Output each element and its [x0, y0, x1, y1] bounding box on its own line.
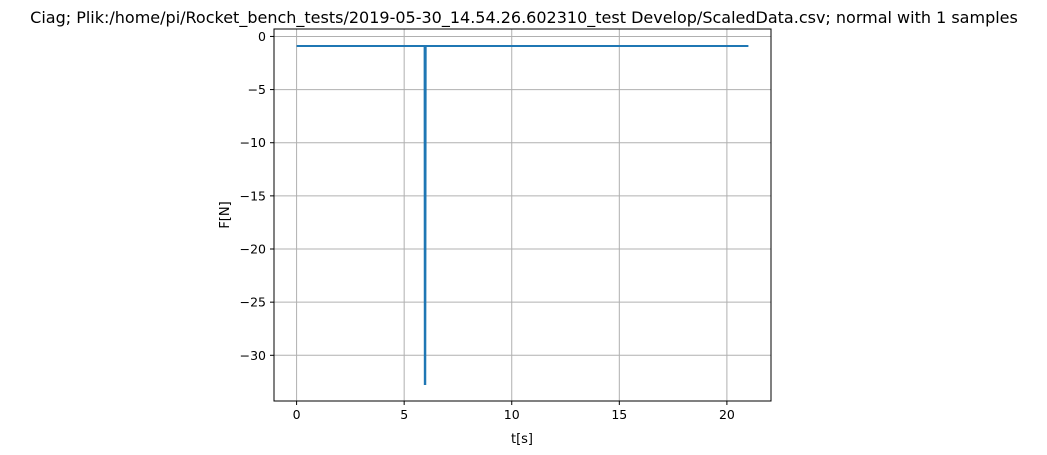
chart-title: Ciag; Plik:/home/pi/Rocket_bench_tests/2… — [30, 8, 1018, 28]
grid-lines — [274, 29, 771, 401]
axis-ticks: 0 5 10 15 20 0 −5 −10 −15 −20 −25 −30 — [240, 29, 735, 422]
x-tick-label: 5 — [400, 407, 408, 422]
y-axis-label: F[N] — [218, 201, 233, 228]
series-line — [296, 45, 749, 385]
y-tick-label: −25 — [240, 295, 266, 310]
x-axis-label: t[s] — [511, 432, 533, 447]
y-tick-label: −15 — [240, 188, 266, 203]
y-tick-label: −5 — [248, 82, 266, 97]
plot-frame — [273, 28, 772, 402]
y-tick-label: −30 — [240, 348, 266, 363]
x-tick-label: 10 — [504, 407, 520, 422]
x-tick-label: 20 — [719, 407, 735, 422]
y-tick-label: −20 — [240, 242, 266, 257]
x-tick-label: 0 — [293, 407, 301, 422]
x-tick-label: 15 — [611, 407, 627, 422]
y-tick-label: −10 — [240, 135, 266, 150]
series-layer — [296, 45, 749, 385]
y-tick-label: 0 — [258, 29, 266, 44]
